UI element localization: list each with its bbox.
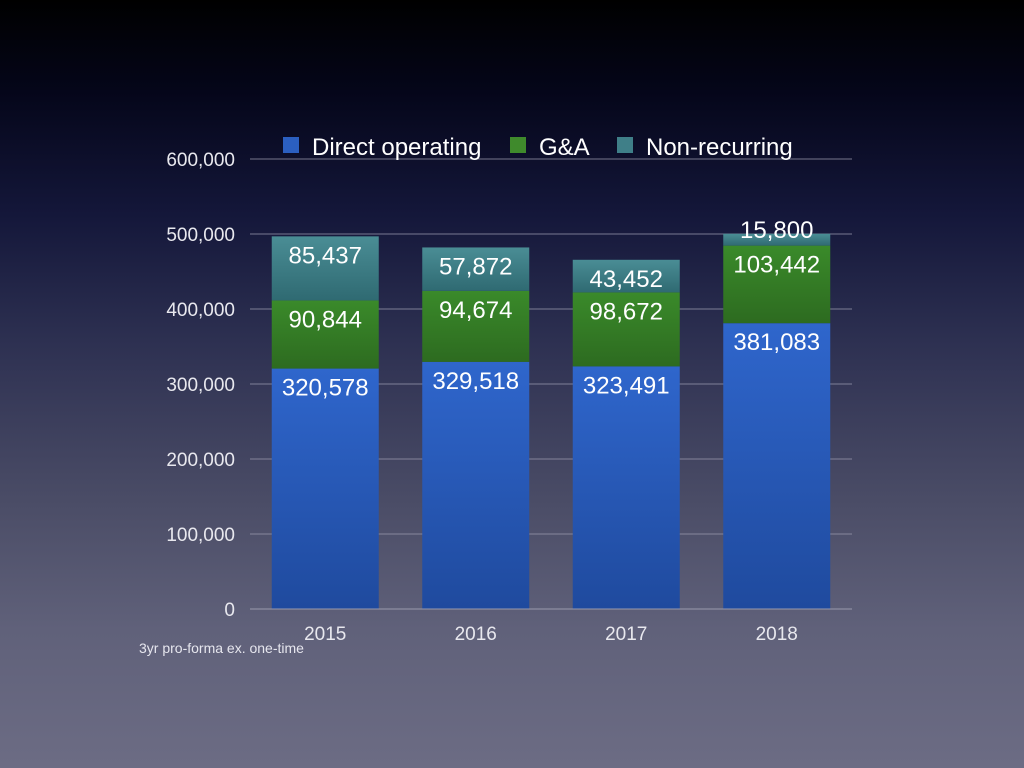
data-label: 90,844 <box>289 306 362 333</box>
bar-segment <box>422 361 530 609</box>
legend-label: Non-recurring <box>646 134 793 161</box>
data-label: 381,083 <box>733 329 820 356</box>
bar-segment <box>422 247 530 291</box>
data-label: 323,491 <box>583 372 670 399</box>
bar-segment <box>422 290 530 362</box>
x-tick-label: 2016 <box>455 624 497 645</box>
data-label: 57,872 <box>439 253 512 280</box>
y-tick-label: 600,000 <box>166 150 235 171</box>
bar-segment <box>723 233 831 246</box>
bar-segment <box>271 368 379 609</box>
y-tick-label: 100,000 <box>166 525 235 546</box>
bar-segment <box>572 292 680 367</box>
x-tick-label: 2018 <box>756 624 798 645</box>
y-tick-label: 300,000 <box>166 375 235 396</box>
bar-segment <box>723 323 831 609</box>
bar-segment <box>572 366 680 609</box>
y-tick-label: 200,000 <box>166 450 235 471</box>
y-tick-label: 500,000 <box>166 225 235 246</box>
data-label: 98,672 <box>590 298 663 325</box>
legend-label: Direct operating <box>312 134 481 161</box>
data-label: 320,578 <box>282 375 369 402</box>
data-label: 15,800 <box>740 217 813 244</box>
legend-swatch <box>283 137 299 153</box>
legend: Direct operating G&A Non-recurring <box>283 134 793 161</box>
x-tick-label: 2015 <box>304 624 346 645</box>
bar-segment <box>723 245 831 324</box>
legend-swatch <box>510 137 526 153</box>
y-tick-label: 400,000 <box>166 300 235 321</box>
bars <box>271 233 831 609</box>
axes: 0 100,000 200,000 300,000 400,000 500,000 600,… <box>166 150 852 645</box>
bar-segment <box>271 236 379 301</box>
legend-swatch <box>617 137 633 153</box>
legend-label: G&A <box>539 134 590 161</box>
footnote: 3yr pro-forma ex. one-time <box>139 640 304 656</box>
data-label: 85,437 <box>289 242 362 269</box>
y-tick-label: 0 <box>224 600 235 621</box>
x-tick-label: 2017 <box>605 624 647 645</box>
bar-segment <box>572 259 680 293</box>
data-label: 103,442 <box>733 252 820 279</box>
data-label: 329,518 <box>432 368 519 395</box>
data-labels: 320,578 90,844 85,437 329,518 94,674 57,872 32… <box>282 217 820 402</box>
data-label: 94,674 <box>439 297 512 324</box>
bar-segment <box>271 300 379 369</box>
data-label: 43,452 <box>590 266 663 293</box>
